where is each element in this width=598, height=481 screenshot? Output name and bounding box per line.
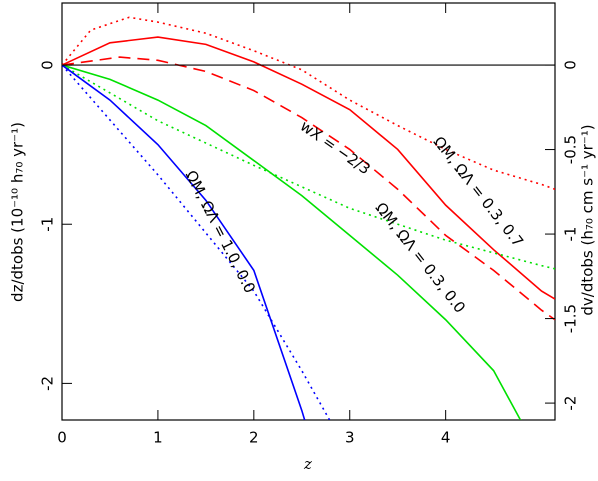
y-axis-label: dz/dtobs (10⁻¹⁰ h₇₀ yr⁻¹) (9, 122, 27, 302)
curves (62, 16, 555, 420)
x-axis-label: z (303, 455, 312, 473)
y-tick-label: 0 (39, 60, 57, 70)
y2-tick-label: -2 (562, 396, 580, 411)
series-line (62, 64, 555, 270)
x-tick-label: 4 (441, 429, 451, 447)
y-tick-label: -1 (39, 217, 57, 232)
y2-tick-label: -1.5 (562, 304, 580, 333)
series-line (62, 64, 331, 420)
y2-tick-label: -0.5 (562, 135, 580, 164)
series-line (62, 64, 522, 420)
curve-annotation: ΩM, ΩΛ = 1.0, 0.0 (182, 168, 259, 296)
curve-annotation: ΩM, ΩΛ = 0.3, 0.0 (372, 199, 469, 316)
plot-frame (61, 2, 556, 421)
y2-tick-label: -1 (562, 227, 580, 242)
series-line (62, 36, 555, 300)
x-tick-label: 3 (345, 429, 355, 447)
series-line (62, 16, 555, 190)
curve-annotation: wX = −2/3 (297, 117, 374, 178)
series-line (62, 64, 306, 420)
y-tick-label: -2 (39, 376, 57, 391)
x-tick-label: 0 (57, 429, 67, 447)
x-tick-label: 2 (249, 429, 259, 447)
y2-axis-label: dv/dtobs (h₇₀ cm s⁻¹ yr⁻¹) (579, 124, 597, 315)
x-tick-label: 1 (153, 429, 163, 447)
y2-tick-label: 0 (562, 60, 580, 70)
curve-annotation: ΩM, ΩΛ = 0.3, 0.7 (430, 133, 527, 250)
